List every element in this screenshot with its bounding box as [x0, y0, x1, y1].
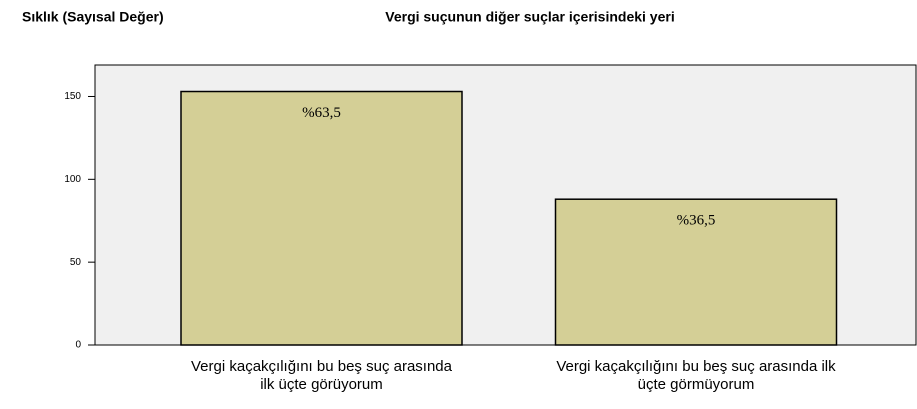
bar	[554, 198, 838, 346]
x-tick-label: Vergi kaçakçılığını bu beş suç arasında …	[556, 358, 836, 375]
x-tick-label: üçte görmüyorum	[638, 376, 755, 393]
x-tick-label: Vergi kaçakçılığını bu beş suç arasında	[191, 358, 453, 375]
y-tick-label: 0	[75, 340, 81, 351]
y-tick-label: 150	[64, 91, 81, 102]
chart-title: Vergi suçunun diğer suçlar içerisindeki …	[385, 9, 674, 25]
y-tick-label: 50	[70, 257, 82, 268]
x-tick-label: ilk üçte görüyorum	[260, 376, 383, 393]
y-axis-label: Sıklık (Sayısal Değer)	[22, 9, 164, 25]
bar	[180, 90, 463, 346]
bar-annotation: %63,5	[302, 105, 341, 121]
bar-annotation: %36,5	[677, 213, 716, 229]
y-tick-label: 100	[64, 174, 81, 185]
